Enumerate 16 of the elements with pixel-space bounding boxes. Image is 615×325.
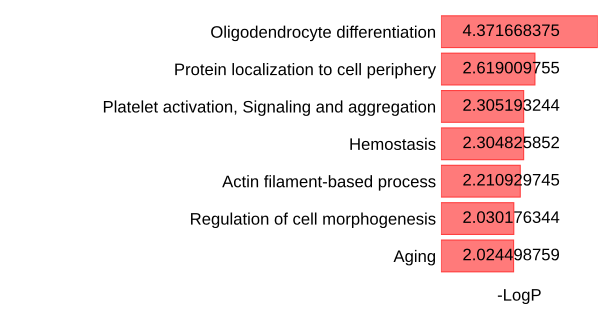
x-axis-title: -LogP: [498, 289, 541, 304]
data-label: 2.304825852: [463, 136, 559, 148]
y-tick-label: Hemostasis: [350, 138, 436, 150]
y-tick-label: Regulation of cell morphogenesis: [191, 212, 436, 228]
data-label: 2.210929745: [463, 174, 560, 186]
data-label: 2.024498759: [463, 248, 560, 260]
data-label: 2.030176344: [463, 211, 560, 224]
data-label: 4.371668375: [462, 24, 560, 36]
bar: [440, 15, 598, 48]
y-tick-label: Oligodendrocyte differentiation: [211, 26, 436, 42]
y-tick-label: Platelet activation, Signaling and aggregation: [104, 100, 436, 116]
data-label: 2.305193244: [463, 99, 560, 111]
y-tick-label: Aging: [394, 250, 436, 266]
y-tick-label: Actin filament-based process: [222, 175, 436, 191]
data-label: 2.619009755: [463, 62, 560, 74]
y-tick-label: Protein localization to cell periphery: [175, 63, 436, 79]
